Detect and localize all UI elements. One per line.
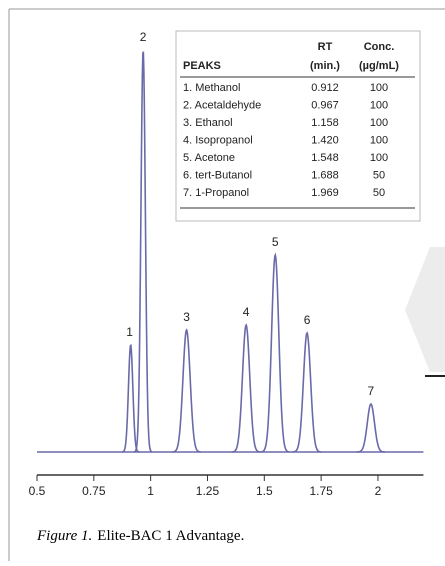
table-header: Conc. (364, 41, 395, 53)
x-tick-label: 1.5 (256, 484, 273, 498)
table-cell: 0.912 (311, 82, 339, 94)
peak (121, 343, 140, 453)
x-tick-label: 0.5 (29, 484, 46, 498)
table-cell: 100 (370, 152, 388, 164)
peak-table: RT Conc. PEAKS (min.) (µg/mL) 1. Methanol 0.91… (175, 30, 421, 222)
table-cell: 1.548 (311, 152, 339, 164)
peak-label: 3 (183, 310, 190, 324)
peak-label: 6 (304, 313, 311, 327)
peak (260, 252, 290, 453)
table-cell: 100 (370, 117, 388, 129)
table-cell: 50 (373, 169, 385, 181)
table-cell: 2. Acetaldehyde (183, 99, 261, 111)
caption: Figure 1. Elite-BAC 1 Advantage. (36, 528, 244, 544)
x-tick-label: 2 (375, 484, 382, 498)
table-cell: 0.967 (311, 99, 339, 111)
peak (172, 328, 201, 453)
peak (134, 51, 153, 453)
table-cell: 6. tert-Butanol (183, 169, 252, 181)
x-tick-label: 1 (147, 484, 154, 498)
table-cell: 1.158 (311, 117, 339, 129)
peak (231, 323, 261, 453)
table-cell: 1.969 (311, 187, 339, 199)
x-tick-label: 0.75 (82, 484, 106, 498)
table-cell: 100 (370, 99, 388, 111)
table-cell: 1.688 (311, 169, 339, 181)
table-cell: 5. Acetone (183, 152, 235, 164)
x-tick-label: 1.75 (309, 484, 333, 498)
table-cell: 50 (373, 187, 385, 199)
table-cell: 1.420 (311, 134, 339, 146)
table-header: (min.) (310, 60, 340, 72)
peak-label: 4 (243, 305, 250, 319)
peak (356, 402, 386, 453)
peak-label: 1 (126, 325, 133, 339)
table-cell: 100 (370, 134, 388, 146)
peak-label: 5 (272, 235, 279, 249)
table-header: (µg/mL) (359, 60, 399, 72)
table-cell: 100 (370, 82, 388, 94)
peak-label: 2 (140, 30, 147, 44)
side-tab (405, 247, 445, 372)
plot: 0.5 0.75 1 1.25 1.5 1.75 2 1 2 3 4 5 6 7 (29, 30, 424, 498)
caption-text: Elite-BAC 1 Advantage. (97, 528, 244, 544)
caption-label: Figure 1. (36, 528, 92, 544)
table-cell: 7. 1-Propanol (183, 187, 249, 199)
peak-label: 7 (368, 384, 375, 398)
table-cell: 4. Isopropanol (183, 134, 253, 146)
table-header: RT (318, 41, 333, 53)
peak (292, 331, 322, 453)
table-header: PEAKS (183, 60, 221, 72)
table-cell: 1. Methanol (183, 82, 240, 94)
table-box (175, 30, 421, 222)
x-tick-label: 1.25 (196, 484, 220, 498)
table-cell: 3. Ethanol (183, 117, 233, 129)
